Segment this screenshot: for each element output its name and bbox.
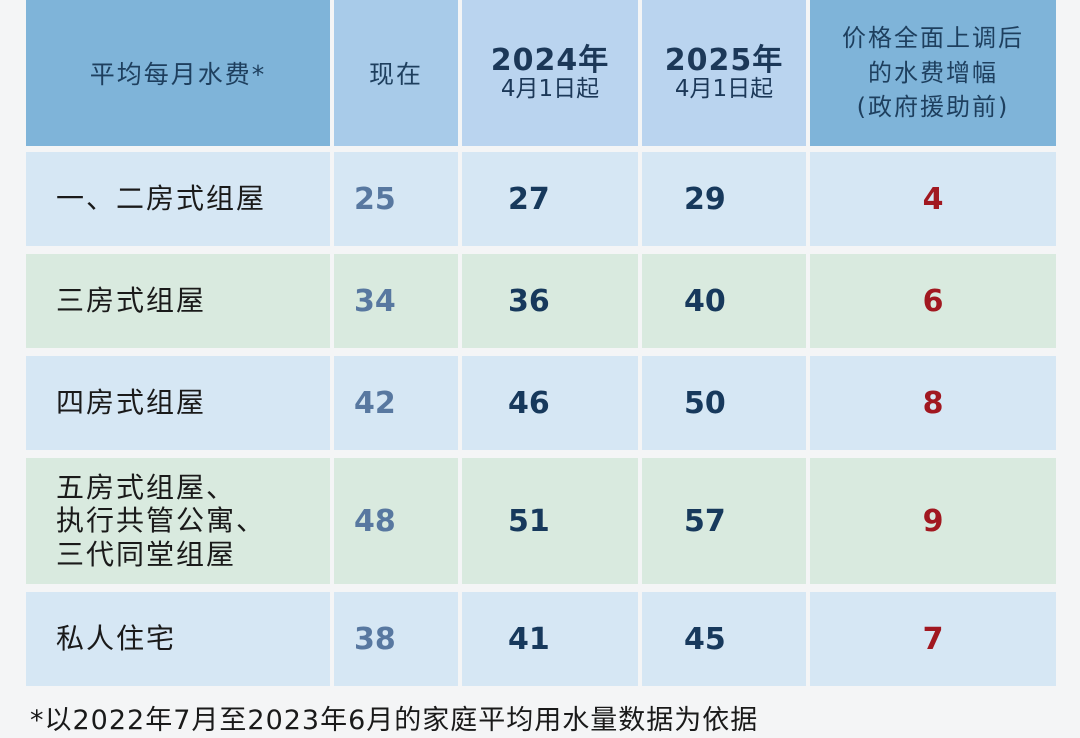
row-2025-value: 57 bbox=[642, 458, 806, 584]
row-label: 三房式组屋 bbox=[26, 254, 330, 348]
row-2025-value: 40 bbox=[642, 254, 806, 348]
header-category: 平均每月水费* bbox=[26, 0, 330, 146]
header-now: 现在 bbox=[334, 0, 458, 146]
row-now-value: 25 bbox=[334, 152, 458, 246]
row-2024-value: 41 bbox=[462, 592, 638, 686]
value-2024: 27 bbox=[508, 181, 550, 217]
row-label: 五房式组屋、 执行共管公寓、 三代同堂组屋 bbox=[26, 458, 330, 584]
row-now-value: 48 bbox=[334, 458, 458, 584]
row-label-line1: 五房式组屋、 bbox=[56, 471, 237, 505]
row-label-line3: 三代同堂组屋 bbox=[56, 537, 237, 571]
header-2024-year: 2024年 bbox=[490, 42, 610, 78]
row-label-text: 一、二房式组屋 bbox=[56, 182, 267, 216]
value-2024: 41 bbox=[508, 621, 550, 657]
increase-value: 9 bbox=[922, 503, 944, 539]
increase-value: 7 bbox=[922, 621, 944, 657]
header-2025-date: 4月1日起 bbox=[674, 75, 774, 102]
now-value: 34 bbox=[354, 283, 396, 319]
increase-value: 4 bbox=[922, 181, 944, 217]
water-tariff-table: 平均每月水费* 现在 2024年 4月1日起 2025年 4月1日起 价格全面上… bbox=[26, 0, 1056, 688]
value-2025: 57 bbox=[684, 503, 726, 539]
header-increase: 价格全面上调后 的水费增幅 (政府援助前) bbox=[810, 0, 1056, 146]
row-2024-value: 46 bbox=[462, 356, 638, 450]
increase-value: 6 bbox=[922, 283, 944, 319]
value-2024: 36 bbox=[508, 283, 550, 319]
row-increase-value: 9 bbox=[810, 458, 1056, 584]
row-now-value: 34 bbox=[334, 254, 458, 348]
row-label: 私人住宅 bbox=[26, 592, 330, 686]
header-increase-line3: (政府援助前) bbox=[856, 93, 1010, 122]
row-label: 一、二房式组屋 bbox=[26, 152, 330, 246]
row-2024-value: 27 bbox=[462, 152, 638, 246]
value-2024: 51 bbox=[508, 503, 550, 539]
row-increase-value: 4 bbox=[810, 152, 1056, 246]
value-2025: 50 bbox=[684, 385, 726, 421]
value-2024: 46 bbox=[508, 385, 550, 421]
header-increase-line2: 的水费增幅 bbox=[868, 58, 998, 87]
value-2025: 29 bbox=[684, 181, 726, 217]
value-2025: 40 bbox=[684, 283, 726, 319]
now-value: 25 bbox=[354, 181, 396, 217]
row-label-text: 三房式组屋 bbox=[56, 284, 207, 318]
now-value: 42 bbox=[354, 385, 396, 421]
row-label-line2: 执行共管公寓、 bbox=[56, 504, 267, 538]
row-increase-value: 8 bbox=[810, 356, 1056, 450]
row-2025-value: 50 bbox=[642, 356, 806, 450]
row-increase-value: 7 bbox=[810, 592, 1056, 686]
now-value: 38 bbox=[354, 621, 396, 657]
row-2025-value: 29 bbox=[642, 152, 806, 246]
header-increase-line1: 价格全面上调后 bbox=[842, 23, 1024, 52]
footnote: *以2022年7月至2023年6月的家庭平均用水量数据为依据 bbox=[30, 705, 759, 736]
header-2024-date: 4月1日起 bbox=[500, 75, 600, 102]
header-now-label: 现在 bbox=[368, 60, 423, 89]
row-2024-value: 51 bbox=[462, 458, 638, 584]
row-2025-value: 45 bbox=[642, 592, 806, 686]
row-now-value: 42 bbox=[334, 356, 458, 450]
header-2025: 2025年 4月1日起 bbox=[642, 0, 806, 146]
row-label-text: 四房式组屋 bbox=[56, 386, 207, 420]
row-label: 四房式组屋 bbox=[26, 356, 330, 450]
row-increase-value: 6 bbox=[810, 254, 1056, 348]
row-label-text: 私人住宅 bbox=[56, 622, 177, 656]
row-now-value: 38 bbox=[334, 592, 458, 686]
header-2024: 2024年 4月1日起 bbox=[462, 0, 638, 146]
now-value: 48 bbox=[354, 503, 396, 539]
increase-value: 8 bbox=[922, 385, 944, 421]
header-2025-year: 2025年 bbox=[664, 42, 784, 78]
header-category-label: 平均每月水费* bbox=[89, 60, 267, 89]
value-2025: 45 bbox=[684, 621, 726, 657]
row-2024-value: 36 bbox=[462, 254, 638, 348]
